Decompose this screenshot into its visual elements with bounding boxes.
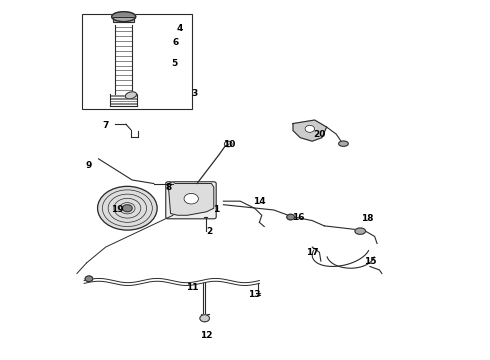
Text: 3: 3 [192, 89, 197, 98]
Text: 2: 2 [206, 227, 212, 236]
Ellipse shape [355, 228, 366, 234]
Text: 20: 20 [313, 130, 326, 139]
Ellipse shape [112, 12, 136, 22]
FancyBboxPatch shape [166, 182, 216, 219]
Text: 11: 11 [186, 283, 198, 292]
Circle shape [200, 315, 209, 322]
Text: 5: 5 [171, 59, 177, 68]
Text: 19: 19 [111, 206, 124, 215]
Ellipse shape [339, 141, 348, 146]
Text: 10: 10 [223, 140, 236, 149]
Circle shape [287, 214, 294, 220]
Ellipse shape [184, 193, 198, 204]
Text: 14: 14 [253, 197, 266, 206]
Text: 17: 17 [306, 248, 318, 257]
Bar [113, 17, 134, 22]
Polygon shape [168, 182, 214, 215]
Bar [82, 14, 192, 109]
Text: 9: 9 [86, 161, 92, 170]
Ellipse shape [125, 92, 137, 99]
Text: 8: 8 [165, 183, 172, 192]
Bar [113, 17, 134, 22]
Text: 6: 6 [172, 38, 178, 47]
Circle shape [85, 276, 93, 282]
Circle shape [305, 125, 315, 132]
Text: 18: 18 [361, 214, 374, 223]
Text: 13: 13 [248, 290, 261, 299]
Text: 16: 16 [292, 212, 304, 221]
Text: 15: 15 [364, 257, 376, 266]
Text: 7: 7 [102, 121, 109, 130]
Text: 12: 12 [200, 331, 213, 340]
Circle shape [98, 186, 157, 230]
Circle shape [122, 205, 132, 212]
Text: 4: 4 [177, 24, 183, 33]
Polygon shape [293, 120, 327, 141]
Text: 1: 1 [213, 206, 220, 215]
